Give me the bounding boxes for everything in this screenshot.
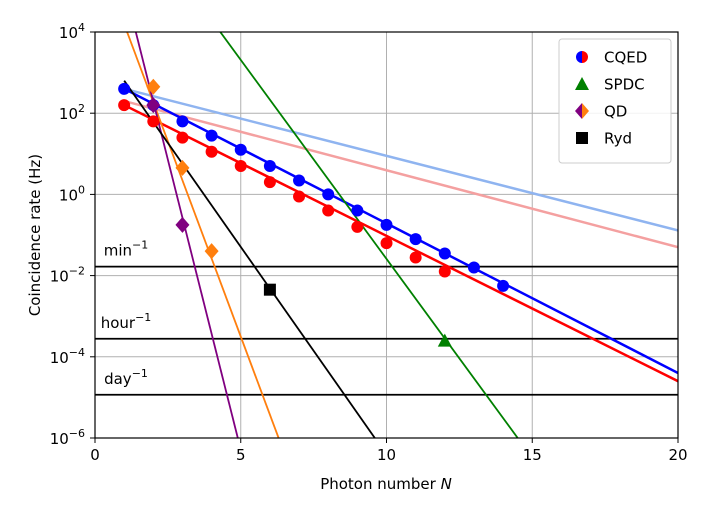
x-tick-label: 20 <box>668 446 687 464</box>
y-tick-exponent: −4 <box>69 346 85 359</box>
y-tick-base: 10 <box>59 24 78 42</box>
y-tick-base: 10 <box>59 186 78 204</box>
data-point-s0 <box>409 233 422 246</box>
data-point-s0 <box>497 279 510 292</box>
y-tick-label: 10−6 <box>50 427 85 448</box>
data-point-s1 <box>351 220 364 233</box>
rate-label-exponent: −1 <box>132 367 148 380</box>
x-tick-label: 5 <box>236 446 246 464</box>
data-point-s4 <box>175 216 190 233</box>
data-point-s0 <box>351 204 364 217</box>
y-tick-base: 10 <box>50 430 69 448</box>
legend: CQED SPDC QD Ryd <box>558 38 672 164</box>
y-tick-label: 100 <box>59 183 85 204</box>
rate-label-exponent: −1 <box>135 311 151 324</box>
legend-label-spdc: SPDC <box>604 76 645 94</box>
y-tick-label: 10−2 <box>50 265 85 286</box>
data-point-s1 <box>147 115 160 128</box>
data-point-s1 <box>380 237 393 250</box>
y-tick-exponent: 4 <box>78 21 85 34</box>
rate-label-min: min−1 <box>104 239 149 260</box>
data-markers <box>118 78 510 347</box>
y-tick-base: 10 <box>50 349 69 367</box>
data-point-s1 <box>263 176 276 189</box>
rate-label-exponent: −1 <box>132 239 148 252</box>
data-point-s1 <box>205 145 218 158</box>
data-point-s0 <box>380 218 393 231</box>
data-point-s0 <box>118 82 131 95</box>
data-point-s3 <box>146 78 161 95</box>
data-point-s4 <box>146 97 161 114</box>
data-point-s0 <box>205 129 218 142</box>
x-axis-label-text: Photon number <box>320 475 436 493</box>
rate-label-unit: day <box>104 370 132 388</box>
y-axis-label: Coincidence rate (Hz) <box>26 154 44 316</box>
legend-marker-cqed-left <box>576 51 582 63</box>
y-tick-label: 104 <box>59 21 85 42</box>
fit-line <box>123 80 376 438</box>
y-tick-exponent: 0 <box>78 183 85 196</box>
legend-label-qd: QD <box>604 103 627 121</box>
y-tick-exponent: −2 <box>69 265 85 278</box>
data-point-s1 <box>409 251 422 264</box>
legend-label-ryd: Ryd <box>604 130 632 148</box>
x-tick-label: 0 <box>90 446 100 464</box>
data-point-s2 <box>437 333 452 347</box>
legend-marker-qd-right <box>582 103 589 119</box>
x-axis-label: Photon number N <box>320 475 452 493</box>
fit-line <box>219 32 519 438</box>
data-point-s1 <box>322 204 335 217</box>
rate-label-unit: hour <box>101 314 136 332</box>
data-point-s0 <box>438 247 451 260</box>
y-tick-label: 102 <box>59 102 85 123</box>
data-point-s1 <box>176 131 189 144</box>
rate-label-unit: min <box>104 242 132 260</box>
fit-line <box>123 99 678 249</box>
x-tick-label: 10 <box>377 446 396 464</box>
data-point-s0 <box>234 143 247 156</box>
x-tick-label: 15 <box>523 446 542 464</box>
x-axis-label-var: N <box>441 475 452 493</box>
rate-label-hour: hour−1 <box>101 311 152 332</box>
data-point-s5 <box>263 283 276 296</box>
data-point-s0 <box>322 188 335 201</box>
legend-label-cqed: CQED <box>604 49 647 67</box>
legend-marker-cqed <box>576 51 588 63</box>
data-point-s1 <box>234 160 247 173</box>
data-point-s3 <box>175 159 190 176</box>
data-point-s1 <box>293 190 306 203</box>
data-point-s0 <box>176 115 189 128</box>
legend-marker-qd-left <box>575 103 582 119</box>
y-tick-base: 10 <box>59 105 78 123</box>
y-tick-base: 10 <box>50 268 69 286</box>
legend-marker-ryd <box>576 132 588 144</box>
fit-line <box>123 87 678 232</box>
rate-label-day: day−1 <box>104 367 148 388</box>
data-point-s3 <box>204 243 219 260</box>
y-tick-exponent: −6 <box>69 427 85 440</box>
legend-marker-qd <box>575 103 589 119</box>
legend-marker-cqed-right <box>582 51 588 63</box>
data-point-s1 <box>438 265 451 278</box>
data-point-s0 <box>263 160 276 173</box>
data-point-s0 <box>293 174 306 187</box>
data-point-s1 <box>118 99 131 112</box>
y-tick-label: 10−4 <box>50 346 85 367</box>
legend-marker-spdc <box>575 77 589 90</box>
data-point-s0 <box>467 261 480 274</box>
y-tick-exponent: 2 <box>78 102 85 115</box>
